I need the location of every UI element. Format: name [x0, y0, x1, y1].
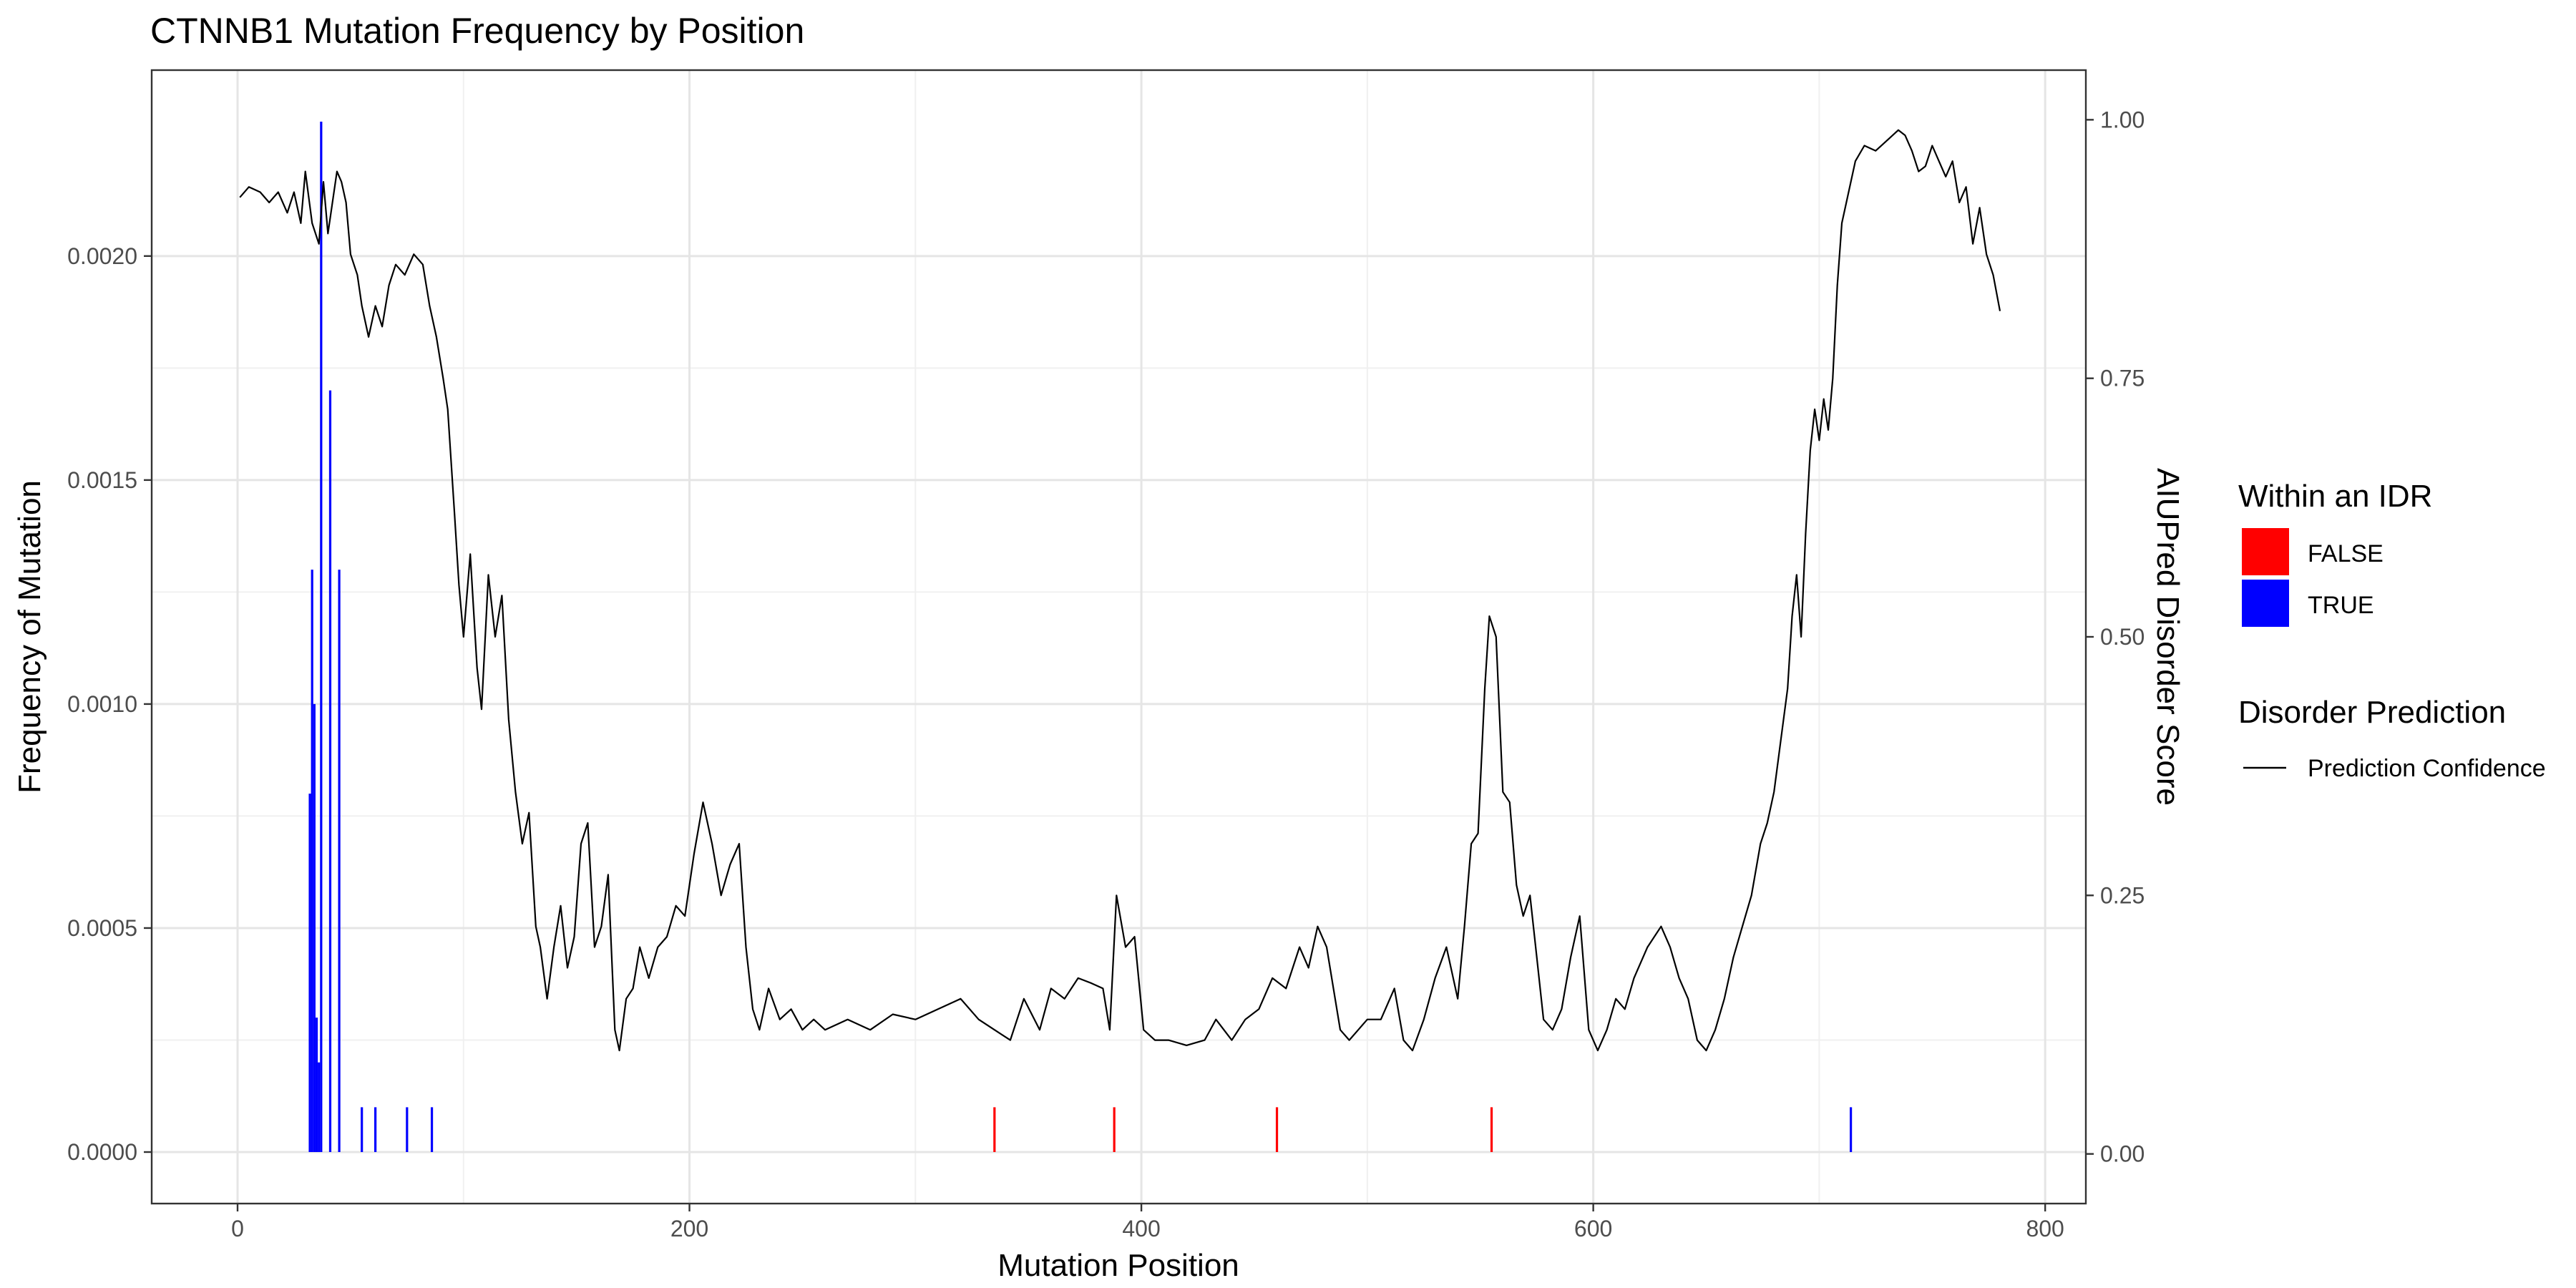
legend-label-prediction-confidence: Prediction Confidence	[2308, 755, 2546, 782]
y2-tick-label: 0.00	[2100, 1141, 2145, 1167]
y2-axis-title: AIUPred Disorder Score	[2150, 468, 2185, 806]
grid-lines	[152, 70, 2086, 1204]
mutation-bars	[308, 122, 1853, 1152]
x-tick-label: 400	[1122, 1216, 1160, 1241]
disorder-prediction-line	[239, 129, 2001, 1052]
y2-tick-label: 0.50	[2100, 624, 2145, 650]
y2-tick-label: 0.75	[2100, 366, 2145, 391]
x-axis-title: Mutation Position	[997, 1248, 1239, 1283]
y2-tick-label: 1.00	[2100, 107, 2145, 132]
x-tick-label: 200	[670, 1216, 708, 1241]
legend-fill-title: Within an IDR	[2238, 479, 2432, 514]
x-tick-label: 800	[2026, 1216, 2064, 1241]
y-tick-label: 0.0010	[67, 691, 137, 717]
chart-title: CTNNB1 Mutation Frequency by Position	[150, 11, 804, 51]
y-tick-label: 0.0005	[67, 915, 137, 941]
legend-swatch-false	[2242, 528, 2289, 575]
axes: 0 200 400 600 800 0.0000 0.0005 0.0010 0.0015 0.0…	[67, 107, 2145, 1241]
y-tick-label: 0.0015	[67, 467, 137, 493]
legend-swatch-true	[2242, 580, 2289, 627]
legend-label-false: FALSE	[2308, 540, 2384, 567]
y-tick-label: 0.0020	[67, 243, 137, 269]
x-tick-label: 600	[1574, 1216, 1612, 1241]
x-tick-label: 0	[231, 1216, 244, 1241]
legend-label-true: TRUE	[2308, 592, 2374, 619]
legend-line-title: Disorder Prediction	[2238, 695, 2506, 730]
y-axis-title: Frequency of Mutation	[12, 480, 47, 794]
y-tick-label: 0.0000	[67, 1139, 137, 1165]
legend: Within an IDR FALSE TRUE Disorder Predic…	[2238, 479, 2546, 782]
y2-tick-label: 0.25	[2100, 882, 2145, 908]
plot-panel-border	[150, 69, 2087, 1205]
